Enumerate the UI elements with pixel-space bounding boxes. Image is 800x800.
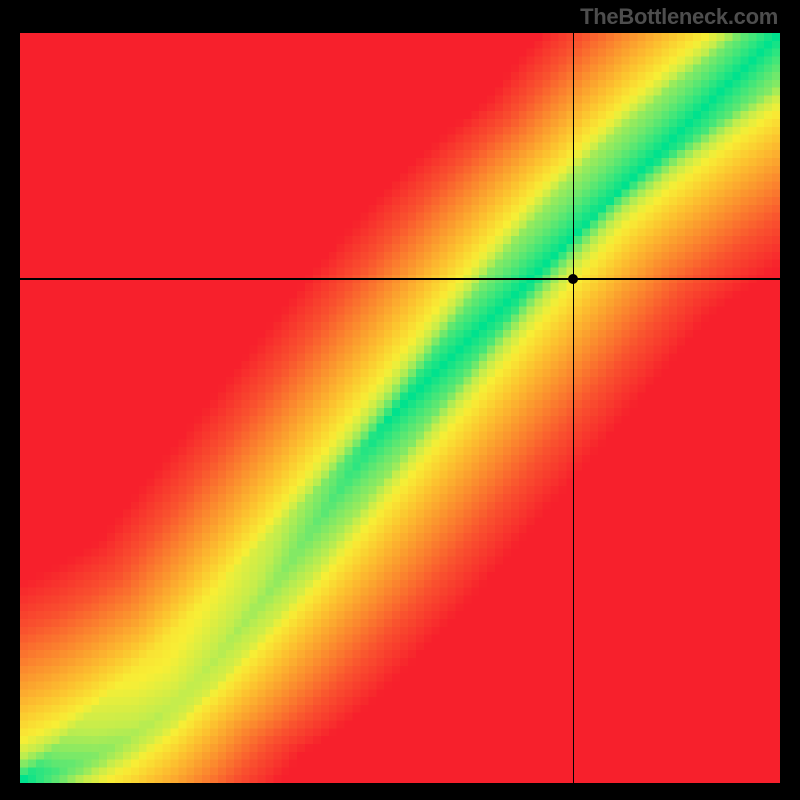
heatmap-canvas	[20, 33, 780, 783]
crosshair-horizontal	[20, 278, 780, 280]
intersection-marker	[568, 274, 578, 284]
watermark-text: TheBottleneck.com	[580, 4, 778, 30]
crosshair-vertical	[573, 33, 575, 783]
heatmap-plot-area	[20, 33, 780, 783]
